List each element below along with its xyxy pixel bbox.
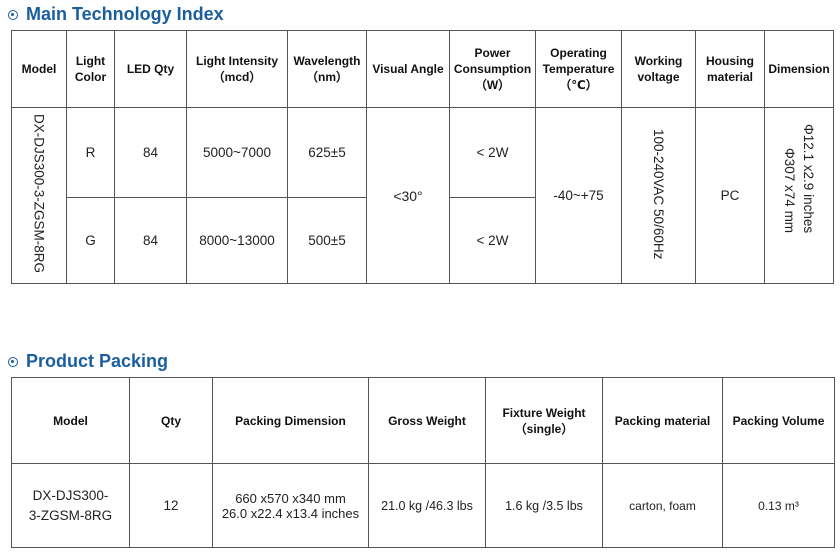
header-housing: Housing material: [695, 30, 765, 108]
header-model: Model: [11, 30, 67, 108]
header-op-temp: Operating Temperature （℃）: [535, 30, 622, 108]
header-model: Model: [11, 377, 130, 464]
voltage-value: 100-240VAC 50/60Hz: [651, 128, 666, 260]
header-light-color: Light Color: [66, 30, 115, 108]
table-row: DX-DJS300-3-ZGSM-8RG R 84 5000~7000 625±…: [11, 107, 834, 284]
header-light-intensity: Light Intensity （mcd）: [186, 30, 288, 108]
dimension-inches: Φ12.1 x2.9 inches: [800, 124, 816, 234]
color-cell: G: [66, 197, 115, 284]
header-led-qty: LED Qty: [114, 30, 187, 108]
header-power: Power Consumption （W）: [449, 30, 536, 108]
header-packing-dimension: Packing Dimension: [212, 377, 369, 464]
model-value: DX-DJS300-3-ZGSM-8RG: [31, 114, 47, 274]
packing-dimension-cell: 660 x570 x340 mm 26.0 x22.4 x13.4 inches: [212, 463, 369, 548]
wavelength-cell: 500±5: [287, 197, 367, 284]
op-temp-cell: -40~+75: [535, 107, 622, 284]
header-qty: Qty: [129, 377, 213, 464]
packing-table: Model Qty Packing Dimension Gross Weight…: [11, 377, 835, 548]
header-voltage: Working voltage: [621, 30, 696, 108]
power-cell: < 2W: [449, 197, 536, 284]
header-gross-weight: Gross Weight: [368, 377, 486, 464]
model-cell: DX-DJS300-3-ZGSM-8RG: [11, 107, 67, 284]
tech-header-row: Model Light Color LED Qty Light Intensit…: [11, 30, 834, 108]
tech-table: Model Light Color LED Qty Light Intensit…: [11, 30, 834, 284]
intensity-cell: 5000~7000: [186, 107, 288, 198]
qty-cell: 84: [114, 197, 187, 284]
intensity-cell: 8000~13000: [186, 197, 288, 284]
fixture-weight-cell: 1.6 kg /3.5 lbs: [485, 463, 603, 548]
header-visual-angle: Visual Angle: [366, 30, 450, 108]
bullet-icon: [8, 9, 18, 20]
header-wavelength: Wavelength （nm）: [287, 30, 367, 108]
voltage-cell: 100-240VAC 50/60Hz: [621, 107, 696, 284]
packing-material-cell: carton, foam: [602, 463, 723, 548]
wavelength-cell: 625±5: [287, 107, 367, 198]
header-fixture-weight: Fixture Weight （single）: [485, 377, 603, 464]
housing-cell: PC: [695, 107, 765, 284]
dimension-mm: Φ307 x74 mm: [782, 148, 798, 234]
power-cell: < 2W: [449, 107, 536, 198]
header-packing-volume: Packing Volume: [722, 377, 835, 464]
packing-section-title: Product Packing: [8, 351, 168, 372]
bullet-icon: [8, 356, 18, 367]
tech-section-title: Main Technology Index: [8, 4, 224, 25]
dimension-cell: Φ307 x74 mm Φ12.1 x2.9 inches: [764, 107, 834, 284]
packing-header-row: Model Qty Packing Dimension Gross Weight…: [11, 377, 835, 464]
qty-cell: 84: [114, 107, 187, 198]
gross-weight-cell: 21.0 kg /46.3 lbs: [368, 463, 486, 548]
header-dimension: Dimension: [764, 30, 834, 108]
packing-title-text: Product Packing: [26, 351, 169, 371]
packing-model-cell: DX-DJS300- 3-ZGSM-8RG: [11, 463, 130, 548]
color-cell: R: [66, 107, 115, 198]
packing-qty-cell: 12: [129, 463, 213, 548]
table-row: G 84 8000~13000 500±5 < 2W: [12, 197, 834, 284]
packing-volume-cell: 0.13 m³: [722, 463, 835, 548]
table-row: DX-DJS300- 3-ZGSM-8RG 12 660 x570 x340 m…: [11, 463, 835, 548]
tech-title-text: Main Technology Index: [26, 4, 224, 24]
visual-angle-cell: <30°: [366, 107, 450, 284]
header-packing-material: Packing material: [602, 377, 723, 464]
